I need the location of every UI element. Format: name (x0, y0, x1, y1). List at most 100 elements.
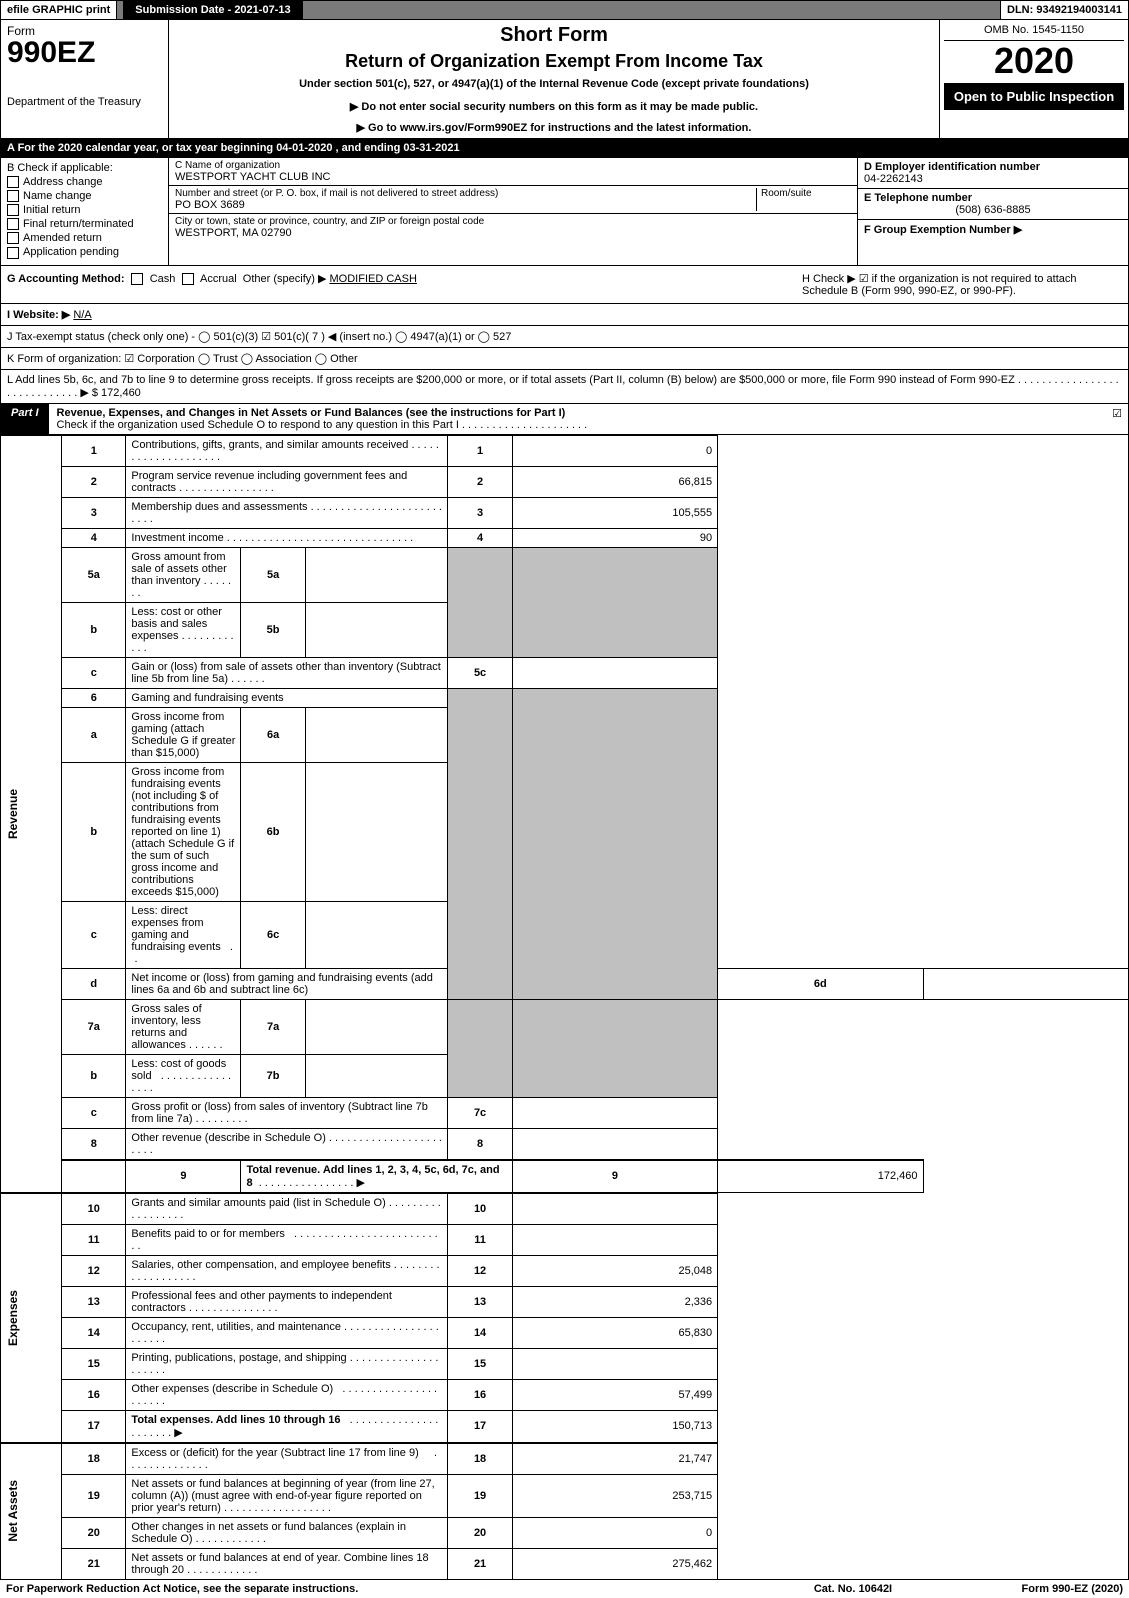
name-change-checkbox[interactable] (7, 190, 19, 202)
line-7b-subval (305, 1054, 448, 1097)
line-18-rnum: 18 (448, 1443, 512, 1475)
line-6b-sub: 6b (241, 762, 305, 901)
address-change-checkbox[interactable] (7, 176, 19, 188)
line-15-num: 15 (62, 1348, 126, 1379)
room-label: Room/suite (761, 188, 851, 199)
expenses-side-label: Expenses (6, 1290, 20, 1346)
omb-number: OMB No. 1545-1150 (944, 24, 1124, 41)
short-form-title: Short Form (177, 24, 931, 47)
line-11-desc: Benefits paid to or for members . . . . … (126, 1224, 448, 1255)
line-14-rnum: 14 (448, 1317, 512, 1348)
line-1-val: 0 (512, 435, 717, 466)
line-9-desc: Total revenue. Add lines 1, 2, 3, 4, 5c,… (241, 1160, 512, 1193)
section-k: K Form of organization: ☑ Corporation ◯ … (0, 348, 1129, 370)
accrual-checkbox[interactable] (182, 273, 194, 285)
amended-return-checkbox[interactable] (7, 232, 19, 244)
goto-link[interactable]: ▶ Go to www.irs.gov/Form990EZ for instru… (177, 121, 931, 134)
phone-value: (508) 636-8885 (864, 204, 1122, 216)
line-11-rnum: 11 (448, 1224, 512, 1255)
section-b: B Check if applicable: Address change Na… (1, 158, 169, 265)
address-change-label: Address change (23, 176, 103, 188)
street-value: PO BOX 3689 (175, 199, 756, 211)
org-name: WESTPORT YACHT CLUB INC (175, 171, 851, 183)
line-6a-desc: Gross income from gaming (attach Schedul… (126, 707, 241, 762)
part1-checkbox[interactable]: ☑ (1106, 404, 1128, 434)
revenue-side-label: Revenue (6, 789, 20, 839)
line-6c-subval (305, 901, 448, 968)
line-11-val (512, 1224, 717, 1255)
part1-title: Revenue, Expenses, and Changes in Net As… (49, 404, 1107, 434)
initial-return-checkbox[interactable] (7, 204, 19, 216)
line-9-val: 172,460 (718, 1160, 923, 1193)
header-left: Form 990EZ Department of the Treasury (1, 20, 169, 138)
line-1-desc: Contributions, gifts, grants, and simila… (126, 435, 448, 466)
form-footer: Form 990-EZ (2020) (943, 1583, 1123, 1595)
line-7a-subval (305, 999, 448, 1054)
line-1-rnum: 1 (448, 435, 512, 466)
line-14-num: 14 (62, 1317, 126, 1348)
line-15-val (512, 1348, 717, 1379)
line-5a-subval (305, 547, 448, 602)
line-18-val: 21,747 (512, 1443, 717, 1475)
line-5c-desc: Gain or (loss) from sale of assets other… (126, 657, 448, 688)
submission-date: Submission Date - 2021-07-13 (123, 1, 302, 19)
line-16-rnum: 16 (448, 1379, 512, 1410)
line-4-desc: Investment income . . . . . . . . . . . … (126, 528, 448, 547)
amended-return-label: Amended return (23, 232, 102, 244)
accounting-method-label: G Accounting Method: (7, 273, 125, 285)
other-value: MODIFIED CASH (330, 273, 417, 285)
line-6d-val (923, 968, 1128, 999)
line-5c-val (512, 657, 717, 688)
line-15-desc: Printing, publications, postage, and shi… (126, 1348, 448, 1379)
line-17-val: 150,713 (512, 1410, 717, 1443)
net-assets-side-label: Net Assets (6, 1480, 20, 1542)
line-5b-sub: 5b (241, 602, 305, 657)
line-20-desc: Other changes in net assets or fund bala… (126, 1517, 448, 1548)
line-6c-sub: 6c (241, 901, 305, 968)
line-20-rnum: 20 (448, 1517, 512, 1548)
part1-header: Part I Revenue, Expenses, and Changes in… (0, 404, 1129, 435)
line-12-num: 12 (62, 1255, 126, 1286)
line-20-val: 0 (512, 1517, 717, 1548)
line-8-val (512, 1128, 717, 1160)
line-12-val: 25,048 (512, 1255, 717, 1286)
section-g: G Accounting Method: Cash Accrual Other … (1, 266, 796, 303)
line-12-rnum: 12 (448, 1255, 512, 1286)
line-17-desc: Total expenses. Add lines 10 through 16 … (126, 1410, 448, 1443)
line-8-rnum: 8 (448, 1128, 512, 1160)
line-6a-sub: 6a (241, 707, 305, 762)
line-3-rnum: 3 (448, 497, 512, 528)
cash-checkbox[interactable] (131, 273, 143, 285)
group-exemption-label: F Group Exemption Number ▶ (864, 223, 1122, 236)
return-title: Return of Organization Exempt From Incom… (177, 51, 931, 72)
dln: DLN: 93492194003141 (1000, 1, 1128, 19)
line-8-desc: Other revenue (describe in Schedule O) .… (126, 1128, 448, 1160)
line-15-rnum: 15 (448, 1348, 512, 1379)
line-9-rnum: 9 (512, 1160, 717, 1193)
line-10-desc: Grants and similar amounts paid (list in… (126, 1193, 448, 1225)
city-label: City or town, state or province, country… (175, 216, 851, 227)
line-21-rnum: 21 (448, 1548, 512, 1579)
under-section: Under section 501(c), 527, or 4947(a)(1)… (177, 78, 931, 90)
phone-label: E Telephone number (864, 192, 1122, 204)
application-pending-checkbox[interactable] (7, 247, 19, 259)
part1-table: Revenue 1 Contributions, gifts, grants, … (0, 435, 1129, 1580)
line-3-val: 105,555 (512, 497, 717, 528)
line-5a-desc: Gross amount from sale of assets other t… (126, 547, 241, 602)
website-value: N/A (73, 309, 91, 321)
line-2-desc: Program service revenue including govern… (126, 466, 448, 497)
final-return-checkbox[interactable] (7, 218, 19, 230)
form-number: 990EZ (7, 38, 162, 68)
line-5c-num: c (62, 657, 126, 688)
efile-print-button[interactable]: efile GRAPHIC print (1, 1, 117, 19)
section-gh: G Accounting Method: Cash Accrual Other … (0, 266, 1129, 304)
accrual-label: Accrual (200, 273, 237, 285)
line-6b-subval (305, 762, 448, 901)
line-7c-num: c (62, 1097, 126, 1128)
section-h: H Check ▶ ☑ if the organization is not r… (796, 266, 1128, 303)
line-13-val: 2,336 (512, 1286, 717, 1317)
line-5a-num: 5a (62, 547, 126, 602)
initial-return-label: Initial return (23, 204, 80, 216)
line-3-num: 3 (62, 497, 126, 528)
city-value: WESTPORT, MA 02790 (175, 227, 851, 239)
